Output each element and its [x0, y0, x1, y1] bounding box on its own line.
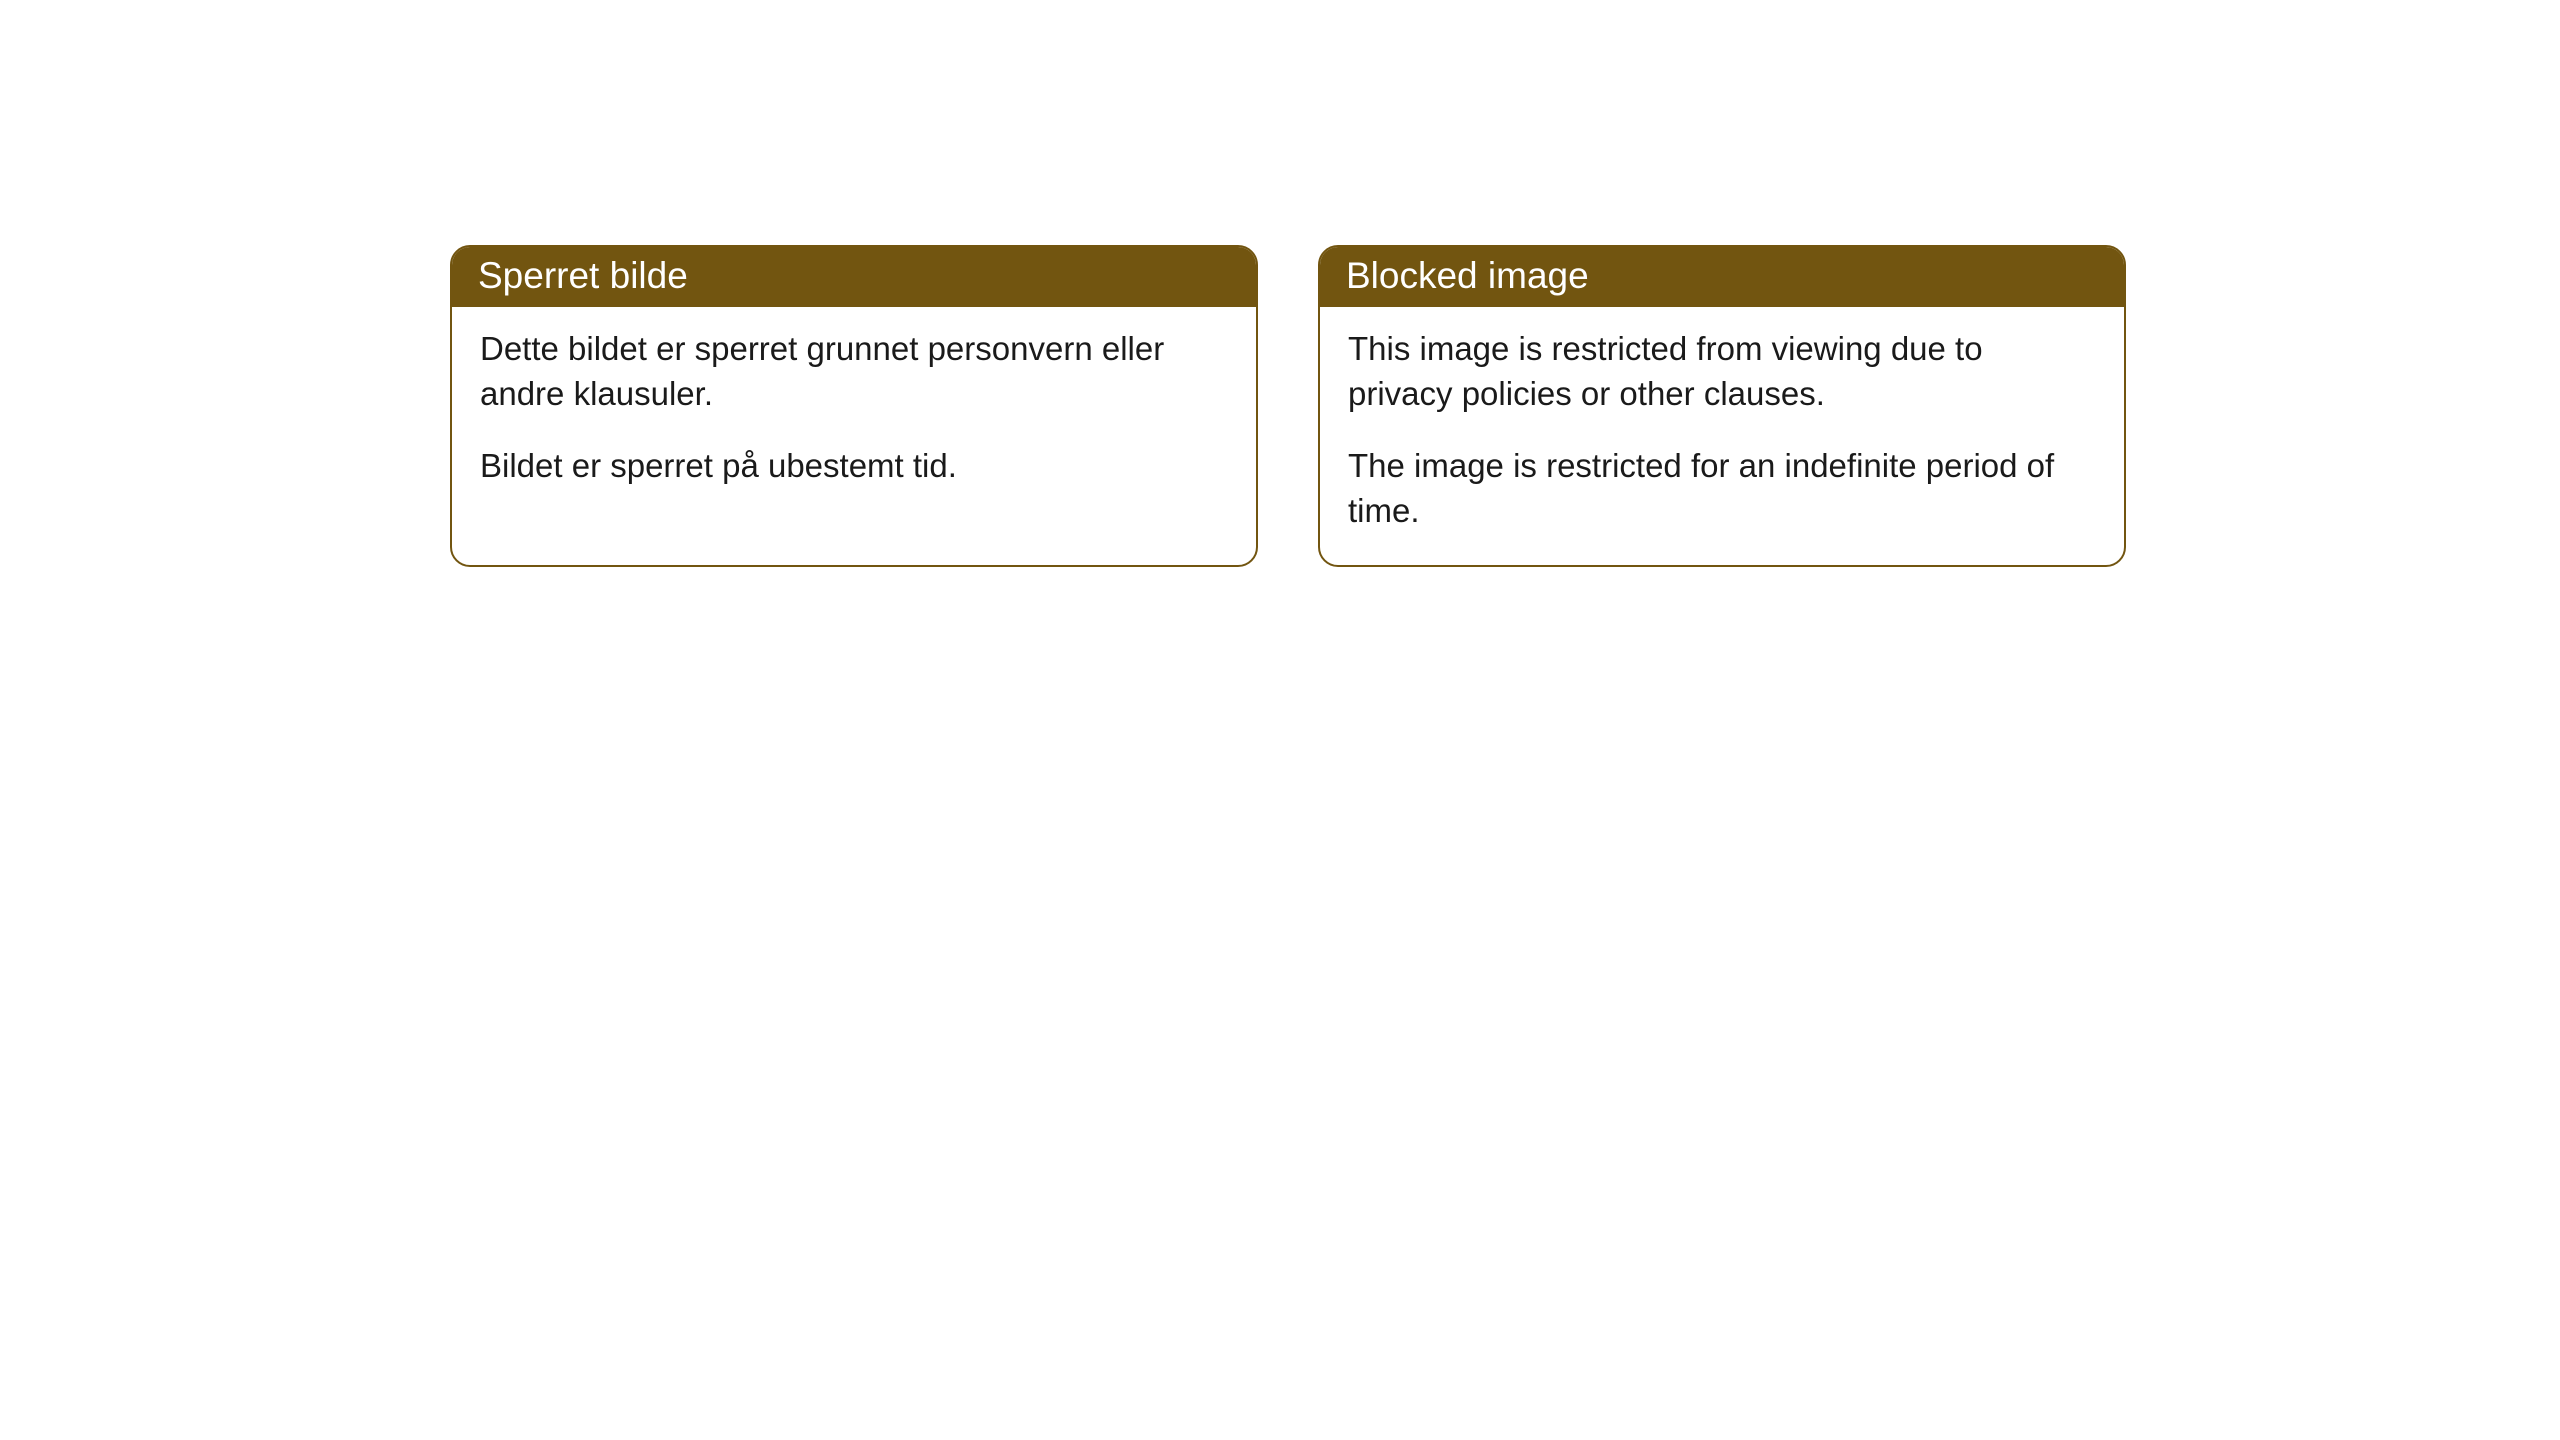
cards-container: Sperret bilde Dette bildet er sperret gr…: [450, 245, 2126, 567]
card-header-no: Sperret bilde: [452, 247, 1256, 307]
blocked-image-card-no: Sperret bilde Dette bildet er sperret gr…: [450, 245, 1258, 567]
card-text-en-2: The image is restricted for an indefinit…: [1348, 444, 2096, 533]
card-text-en-1: This image is restricted from viewing du…: [1348, 327, 2096, 416]
card-text-no-2: Bildet er sperret på ubestemt tid.: [480, 444, 1228, 489]
card-text-no-1: Dette bildet er sperret grunnet personve…: [480, 327, 1228, 416]
card-body-no: Dette bildet er sperret grunnet personve…: [452, 307, 1256, 565]
blocked-image-card-en: Blocked image This image is restricted f…: [1318, 245, 2126, 567]
card-body-en: This image is restricted from viewing du…: [1320, 307, 2124, 565]
card-header-en: Blocked image: [1320, 247, 2124, 307]
